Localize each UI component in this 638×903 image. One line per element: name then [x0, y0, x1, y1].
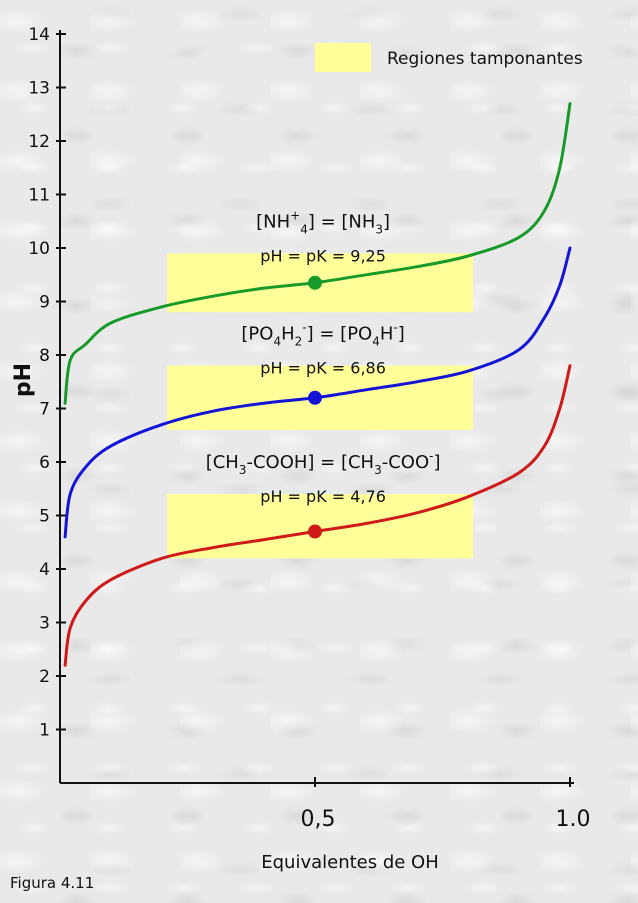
series-midpoint-0	[308, 275, 322, 290]
label-part: -COO	[382, 452, 429, 473]
label-part: 3	[239, 463, 247, 477]
figure-caption: Figura 4.11	[10, 874, 95, 892]
x-axis-label: Equivalentes de OH	[261, 852, 439, 873]
label-part: +	[290, 208, 300, 222]
y-tick-label-9: 9	[39, 293, 50, 313]
y-tick-label-13: 13	[28, 79, 50, 99]
label-part: 4	[372, 335, 380, 349]
series-label-0-line-0: [NH+4] = [NH3]	[256, 208, 390, 236]
label-part: -COOH] = [CH	[246, 452, 374, 473]
label-part: H	[281, 324, 295, 345]
series-labels: [NH+4] = [NH3]pH = pK = 9,25[PO4H2-] = […	[206, 208, 441, 506]
x-tick-label-1: 1.0	[556, 807, 591, 832]
y-tick-label-6: 6	[39, 453, 50, 473]
label-part: pH = pK = 9,25	[260, 246, 386, 265]
label-part: 3	[374, 463, 382, 477]
label-part: 3	[375, 222, 383, 236]
label-part: pH = pK = 6,86	[260, 359, 386, 378]
y-tick-label-11: 11	[28, 186, 50, 206]
y-axis-label: pH	[11, 363, 36, 397]
y-tick-label-10: 10	[28, 239, 50, 259]
y-tick-label-14: 14	[28, 25, 50, 45]
label-part: 2	[295, 335, 303, 349]
label-part: 4	[300, 222, 308, 236]
series-group	[63, 102, 572, 667]
label-part: ]	[383, 211, 390, 232]
label-part: ] = [PO	[307, 324, 373, 345]
series-midpoint-2	[308, 524, 322, 539]
series-label-0-line-1: pH = pK = 9,25	[260, 246, 386, 265]
label-part: 4	[273, 335, 281, 349]
label-part: ]	[398, 324, 405, 345]
buffer-regions	[167, 253, 474, 559]
series-label-1-line-0: [PO4H2-] = [PO4H-]	[241, 321, 404, 349]
y-tick-label-5: 5	[39, 507, 50, 527]
y-tick-label-7: 7	[39, 400, 50, 420]
y-tick-label-1: 1	[39, 721, 50, 741]
legend-swatch	[315, 43, 371, 72]
series-label-2-line-1: pH = pK = 4,76	[260, 487, 386, 506]
label-part: pH = pK = 4,76	[260, 487, 386, 506]
label-part: -	[429, 449, 433, 463]
y-tick-label-4: 4	[39, 560, 50, 580]
series-label-2-line-0: [CH3-COOH] = [CH3-COO-]	[206, 449, 441, 477]
y-tick-label-3: 3	[39, 614, 50, 634]
y-tick-label-12: 12	[28, 132, 50, 152]
label-part: [NH	[256, 211, 290, 232]
y-tick-label-8: 8	[39, 346, 50, 366]
series-midpoint-1	[308, 390, 322, 405]
label-part: [CH	[206, 452, 239, 473]
legend: Regiones tamponantes	[315, 43, 583, 72]
x-tick-label-0: 0,5	[301, 807, 336, 832]
y-tick-label-2: 2	[39, 667, 50, 687]
label-part: [PO	[241, 324, 273, 345]
series-label-1-line-1: pH = pK = 6,86	[260, 359, 386, 378]
label-part: H	[380, 324, 394, 345]
label-part: ] = [NH	[308, 211, 376, 232]
label-part: -	[302, 321, 306, 335]
label-part: -	[393, 321, 397, 335]
legend-label: Regiones tamponantes	[387, 49, 583, 69]
label-part: ]	[433, 452, 440, 473]
